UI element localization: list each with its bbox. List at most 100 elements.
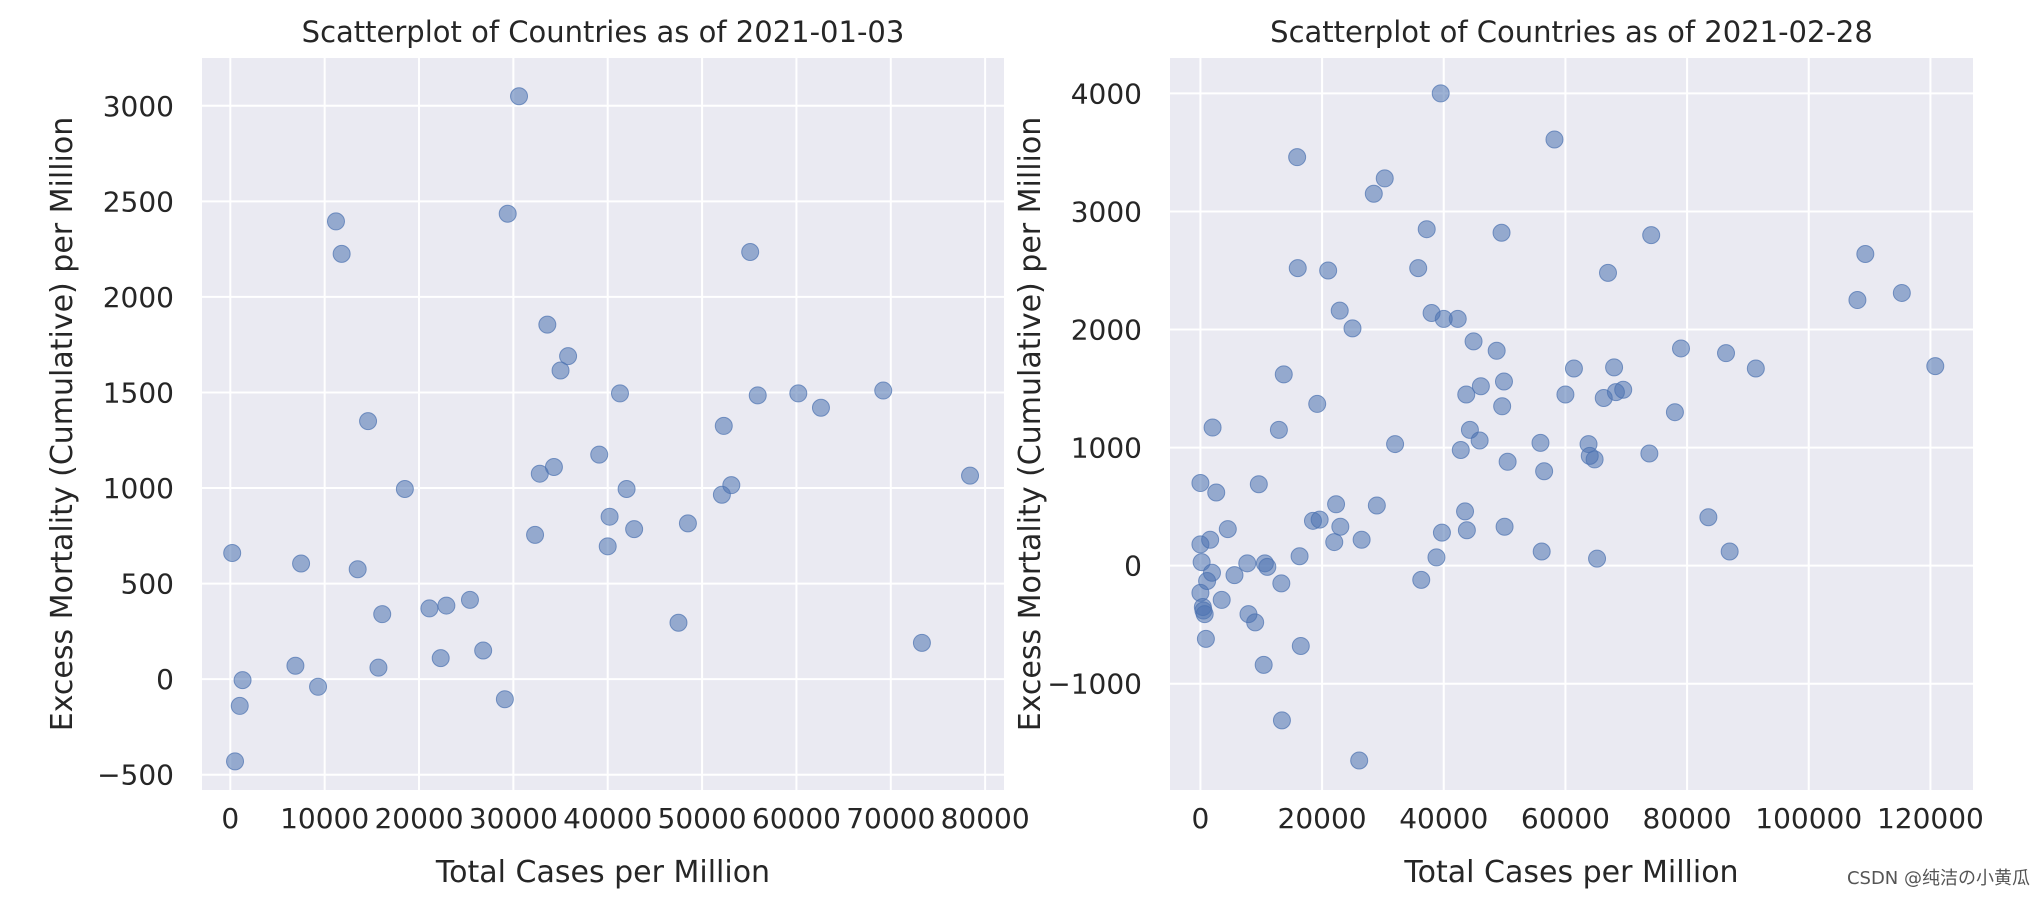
chart-title: Scatterplot of Countries as of 2021-02-2… <box>1270 15 1873 49</box>
data-point <box>1196 629 1215 648</box>
data-point <box>1310 510 1329 529</box>
data-point <box>1493 397 1512 416</box>
data-point <box>1545 130 1564 149</box>
y-tick-label: 0 <box>1124 550 1142 583</box>
data-point <box>1470 431 1489 450</box>
data-point <box>1464 332 1483 351</box>
data-point <box>1207 483 1226 502</box>
data-point <box>722 476 741 495</box>
data-point <box>1274 365 1293 384</box>
y-tick-label: 1500 <box>103 376 174 409</box>
data-point <box>741 242 760 261</box>
data-point <box>1564 359 1583 378</box>
data-point <box>230 696 249 715</box>
data-point <box>1432 523 1451 542</box>
data-point <box>617 479 636 498</box>
data-point <box>1290 547 1309 566</box>
x-axis-label: Total Cases per Million <box>435 855 770 890</box>
y-tick-label: 3000 <box>1071 195 1142 228</box>
y-tick-label: 3000 <box>103 90 174 123</box>
data-point <box>1238 554 1257 573</box>
data-point <box>1672 339 1690 358</box>
x-tick-label: 20000 <box>1278 802 1367 835</box>
data-point <box>1343 319 1362 338</box>
data-point <box>811 398 830 417</box>
data-point <box>544 458 563 477</box>
data-point <box>1352 530 1371 549</box>
plot-area <box>1170 58 1973 790</box>
data-point <box>431 649 450 668</box>
data-point <box>598 537 617 556</box>
data-point <box>748 386 767 405</box>
x-tick-label: 60000 <box>1521 802 1610 835</box>
data-point <box>1218 520 1237 539</box>
x-tick-label: 30000 <box>469 802 558 835</box>
data-point <box>498 204 517 223</box>
data-point <box>559 347 578 366</box>
data-point <box>1892 283 1911 302</box>
y-axis-label: Excess Mortality (Cumulative) per Millio… <box>1013 117 1048 732</box>
data-point <box>1288 148 1307 167</box>
data-point <box>1585 450 1604 469</box>
y-tick-label: 500 <box>121 568 174 601</box>
data-point <box>1249 475 1268 494</box>
watermark: CSDN @纯洁の小黄瓜 <box>1846 868 2030 889</box>
plot-area <box>202 58 1004 790</box>
data-point <box>1498 452 1517 471</box>
data-point <box>1556 385 1575 404</box>
data-point <box>1531 433 1550 452</box>
data-point <box>1212 590 1231 609</box>
data-point <box>1202 563 1221 582</box>
x-tick-label: 40000 <box>563 802 652 835</box>
data-point <box>1427 548 1446 567</box>
data-point <box>1367 496 1386 515</box>
data-point <box>1588 549 1607 568</box>
data-point <box>510 87 529 106</box>
y-axis-label: Excess Mortality (Cumulative) per Millio… <box>45 117 80 732</box>
y-tick-label: −500 <box>97 759 174 792</box>
data-point <box>1225 566 1244 585</box>
data-point <box>551 361 570 380</box>
data-point <box>1431 84 1450 103</box>
data-point <box>226 752 245 771</box>
x-tick-label: 100000 <box>1755 802 1862 835</box>
data-point <box>1203 418 1222 437</box>
y-tick-label: 1000 <box>1071 432 1142 465</box>
x-tick-label: 50000 <box>658 802 747 835</box>
data-point <box>369 658 388 677</box>
data-point <box>437 596 456 615</box>
data-point <box>714 416 733 435</box>
data-point <box>1487 341 1506 360</box>
data-point <box>1720 542 1739 561</box>
data-point <box>1272 574 1291 593</box>
data-point <box>1375 169 1394 188</box>
y-tick-label: 4000 <box>1071 77 1142 110</box>
data-point <box>1191 474 1210 493</box>
data-point <box>1325 533 1344 552</box>
data-point <box>1605 358 1624 377</box>
data-point <box>961 466 980 485</box>
x-tick-label: 20000 <box>374 802 463 835</box>
data-point <box>1457 385 1476 404</box>
data-point <box>538 315 557 334</box>
data-point <box>1331 517 1350 536</box>
data-point <box>1195 605 1214 624</box>
data-point <box>912 633 931 652</box>
data-point <box>1272 711 1291 730</box>
data-point <box>590 445 609 464</box>
data-point <box>348 560 367 579</box>
chart-panel-2: 0 20000 40000 60000 80000 100000 120000 −1000 0 1… <box>1013 15 1984 890</box>
data-point <box>600 507 619 526</box>
data-point <box>1364 184 1383 203</box>
x-tick-label: 80000 <box>1643 802 1732 835</box>
x-tick-label: 0 <box>1192 802 1210 835</box>
data-point <box>1319 261 1338 280</box>
x-tick-label: 0 <box>221 802 239 835</box>
data-point <box>1456 502 1475 521</box>
x-axis-label: Total Cases per Million <box>1403 855 1738 890</box>
data-point <box>233 671 252 690</box>
data-point <box>1495 517 1514 536</box>
data-point <box>1386 435 1405 454</box>
data-point <box>373 605 392 624</box>
data-point <box>610 384 629 403</box>
